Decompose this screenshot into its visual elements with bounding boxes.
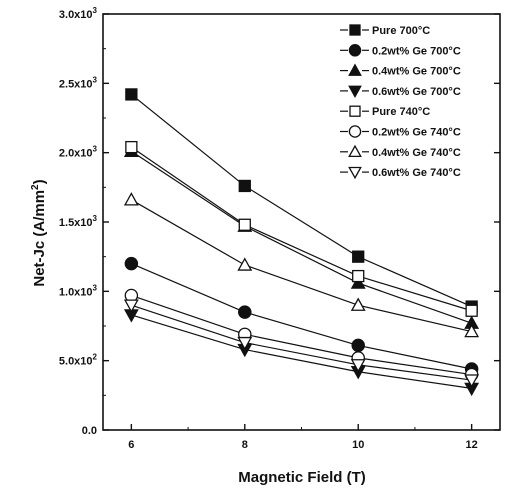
y-axis-title: Net-Jc (A/mm2) bbox=[30, 179, 48, 286]
legend-label: 0.4wt% Ge 740°C bbox=[372, 147, 461, 159]
legend-label: Pure 700°C bbox=[372, 25, 430, 37]
series-line bbox=[131, 314, 472, 389]
data-point bbox=[352, 269, 365, 283]
legend-label: 0.2wt% Ge 740°C bbox=[372, 127, 461, 139]
legend-label: 0.4wt% Ge 700°C bbox=[372, 66, 461, 78]
data-point bbox=[237, 336, 253, 351]
series-line bbox=[131, 146, 472, 312]
y-axis: 0.0 5.0x102 1.0x103 1.5x103 2.0x103 2.5x103 3.… bbox=[59, 6, 500, 437]
data-point bbox=[238, 179, 251, 193]
data-point bbox=[123, 299, 139, 313]
data-point bbox=[125, 88, 138, 101]
data-point bbox=[237, 257, 253, 271]
data-point bbox=[350, 297, 366, 311]
data-point bbox=[350, 275, 366, 289]
data-point bbox=[125, 140, 138, 154]
y-tick-label: 2.0x103 bbox=[59, 145, 98, 160]
series-line bbox=[131, 294, 472, 376]
x-axis: 6 8 10 12 bbox=[128, 424, 478, 451]
series-lines bbox=[130, 93, 472, 389]
x-tick-label: 6 bbox=[128, 439, 134, 451]
legend-label: Pure 740°C bbox=[372, 106, 430, 118]
y-tick-label: 3.0x103 bbox=[59, 6, 98, 21]
legend-label: 0.6wt% Ge 700°C bbox=[372, 86, 461, 98]
y-tick-label: 2.5x103 bbox=[59, 75, 98, 90]
y-tick-label: 1.5x103 bbox=[59, 214, 98, 229]
series-markers bbox=[123, 88, 480, 397]
legend-marker bbox=[348, 63, 362, 76]
x-tick-label: 10 bbox=[352, 439, 364, 451]
legend-marker bbox=[348, 144, 362, 158]
y-tick-label: 5.0x102 bbox=[59, 353, 98, 368]
data-point bbox=[238, 305, 252, 319]
legend-label: 0.6wt% Ge 740°C bbox=[372, 167, 461, 179]
data-point bbox=[464, 374, 480, 388]
series-line bbox=[131, 150, 472, 324]
data-point bbox=[351, 338, 365, 353]
y-tick-label: 1.0x103 bbox=[59, 283, 98, 298]
data-point bbox=[123, 192, 139, 206]
data-point bbox=[464, 323, 480, 338]
legend-marker bbox=[348, 125, 362, 138]
data-point bbox=[238, 218, 251, 231]
data-point bbox=[124, 256, 139, 271]
series-line bbox=[131, 304, 472, 381]
legend-label: 0.2wt% Ge 700°C bbox=[372, 45, 461, 57]
legend-marker bbox=[348, 166, 362, 180]
y-tick-label: 0.0 bbox=[82, 425, 97, 437]
series-line bbox=[130, 93, 472, 308]
data-point bbox=[350, 359, 366, 373]
data-point bbox=[352, 250, 365, 263]
legend-marker bbox=[349, 24, 361, 36]
x-tick-label: 8 bbox=[242, 439, 248, 451]
series-line bbox=[131, 263, 472, 370]
legend: Pure 700°C 0.2wt% Ge 700°C 0.4wt% Ge 700°C… bbox=[340, 24, 461, 180]
x-axis-title: Magnetic Field (T) bbox=[238, 469, 366, 486]
data-point bbox=[465, 304, 478, 317]
series-line bbox=[131, 199, 472, 333]
legend-marker bbox=[348, 44, 362, 57]
legend-marker bbox=[348, 85, 362, 98]
legend-marker bbox=[349, 105, 361, 117]
x-tick-label: 12 bbox=[466, 439, 478, 451]
